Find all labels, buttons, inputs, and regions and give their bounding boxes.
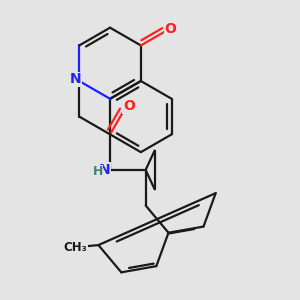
Text: CH₃: CH₃ — [64, 241, 87, 254]
Text: H: H — [92, 165, 103, 178]
Text: O: O — [165, 22, 176, 36]
Text: N: N — [70, 72, 82, 86]
Text: O: O — [123, 99, 135, 113]
Text: N: N — [99, 163, 110, 177]
